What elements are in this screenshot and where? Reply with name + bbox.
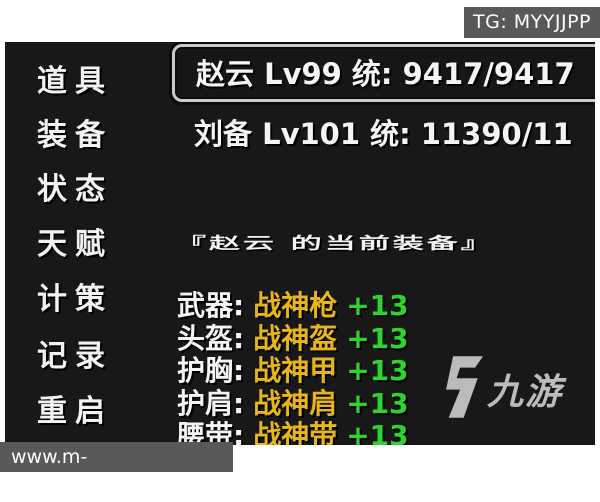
slot-label: 武器: [177,289,245,322]
sidebar-item-strategy[interactable]: 计策 [37,282,113,317]
equipment-row-belt: 腰带: 战神带 +13 [177,419,409,445]
equipment-list: 武器: 战神枪 +13 头盔: 战神盔 +13 护胸: 战神甲 +13 护肩: 战神肩 +13 … [177,289,409,445]
sidebar-item-status[interactable]: 状态 [37,172,113,207]
enhance-level: +13 [346,321,409,355]
character-info: 赵云 Lv99 统: 9417/9417 [196,57,575,91]
slot-label: 护肩: [177,386,245,420]
sidebar-item-items[interactable]: 道具 [37,64,113,99]
character-row[interactable]: 刘备 Lv101 统: 11390/11 [194,117,573,151]
sidebar-item-equipment[interactable]: 装备 [37,118,113,153]
item-name: 战神甲 [253,354,338,387]
equipment-panel-title: 『赵云 的当前装备』 [175,234,495,253]
enhance-level: +13 [346,354,409,387]
character-row-selected[interactable]: 赵云 Lv99 统: 9417/9417 [172,44,595,102]
jiuyou-watermark-label: 九游 [487,372,564,413]
item-name: 战神肩 [253,386,338,420]
sidebar-item-talent[interactable]: 天赋 [37,227,113,262]
sidebar-item-records[interactable]: 记录 [37,339,113,374]
slot-label: 头盔: [177,321,245,355]
equipment-row-helmet: 头盔: 战神盔 +13 [177,321,409,356]
enhance-level: +13 [346,289,409,322]
equipment-row-chest: 护胸: 战神甲 +13 [177,354,409,388]
enhance-level: +13 [346,386,409,420]
item-name: 战神枪 [253,289,338,322]
tg-contact-badge: TG: MYYJJPP [464,7,600,38]
jiuyou-watermark: 九游 [439,356,563,422]
item-name: 战神带 [253,419,338,445]
enhance-level: +13 [346,419,409,445]
jiuyou-logo-icon [439,356,483,422]
item-name: 战神盔 [253,321,338,355]
sidebar-item-restart[interactable]: 重启 [37,394,113,429]
slot-label: 护胸: [177,354,245,387]
slot-label: 腰带: [177,419,245,445]
equipment-row-weapon: 武器: 战神枪 +13 [177,289,409,323]
equipment-row-shoulder: 护肩: 战神肩 +13 [177,386,409,421]
game-screen: 道具 装备 状态 天赋 计策 记录 重启 赵云 Lv99 统: 9417/941… [5,42,595,445]
source-url-badge: www.m-wendingappcn.org [0,442,233,498]
